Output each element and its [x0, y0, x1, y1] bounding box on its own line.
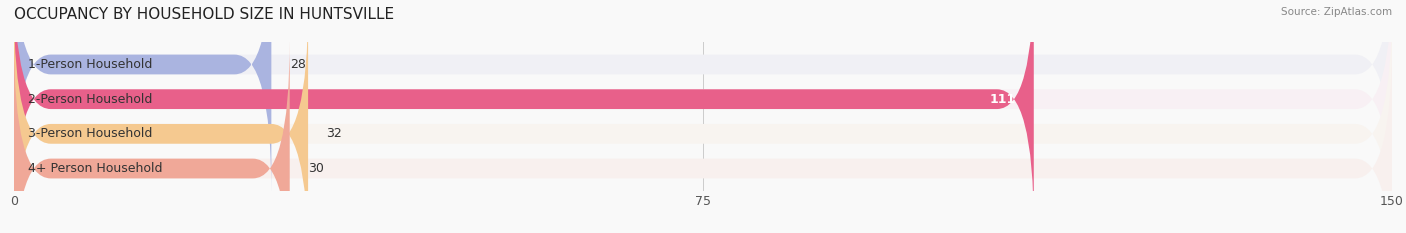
Text: 28: 28 [290, 58, 305, 71]
Text: 1-Person Household: 1-Person Household [28, 58, 152, 71]
Text: 32: 32 [326, 127, 342, 140]
Text: OCCUPANCY BY HOUSEHOLD SIZE IN HUNTSVILLE: OCCUPANCY BY HOUSEHOLD SIZE IN HUNTSVILL… [14, 7, 394, 22]
Text: 111: 111 [988, 93, 1015, 106]
Text: 2-Person Household: 2-Person Household [28, 93, 152, 106]
Text: 30: 30 [308, 162, 323, 175]
Text: Source: ZipAtlas.com: Source: ZipAtlas.com [1281, 7, 1392, 17]
FancyBboxPatch shape [14, 40, 1392, 233]
FancyBboxPatch shape [14, 0, 1392, 193]
FancyBboxPatch shape [14, 5, 308, 233]
Text: 3-Person Household: 3-Person Household [28, 127, 152, 140]
FancyBboxPatch shape [14, 5, 1392, 233]
FancyBboxPatch shape [14, 0, 1392, 228]
FancyBboxPatch shape [14, 0, 271, 193]
FancyBboxPatch shape [14, 0, 1033, 228]
FancyBboxPatch shape [14, 40, 290, 233]
Text: 4+ Person Household: 4+ Person Household [28, 162, 162, 175]
